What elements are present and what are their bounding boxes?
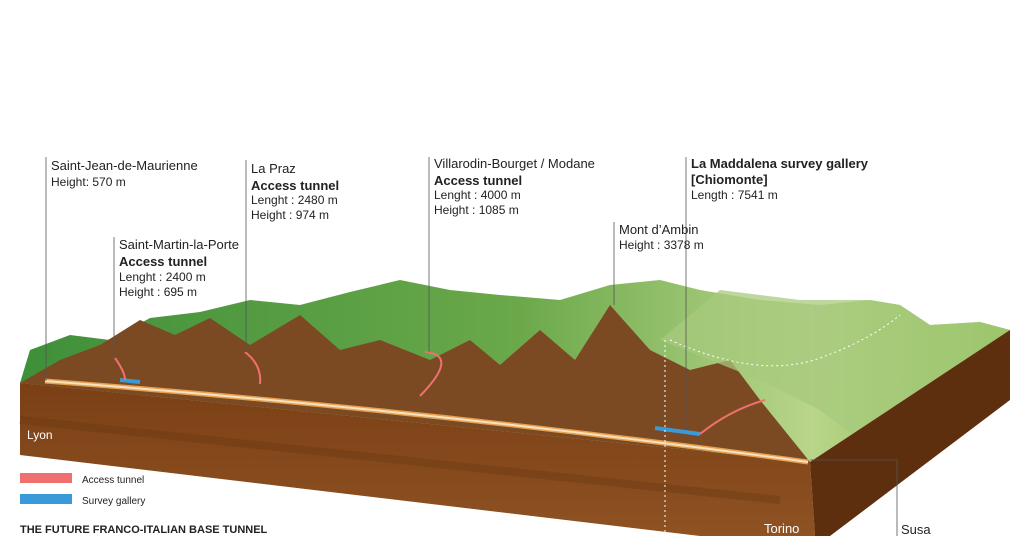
callout-place: Saint-Jean-de-Maurienne bbox=[51, 158, 198, 173]
callout-kind: Access tunnel bbox=[434, 173, 522, 188]
survey-segment bbox=[119, 378, 141, 384]
legend-label: Survey gallery bbox=[82, 496, 145, 507]
legend-swatch bbox=[20, 473, 72, 483]
callout-place: La Maddalena survey gallery bbox=[691, 156, 869, 171]
callout-detail: Height : 695 m bbox=[119, 285, 197, 299]
callout-place: Mont d’Ambin bbox=[619, 222, 698, 237]
end-label: Lyon bbox=[27, 428, 53, 442]
callout-detail: Height : 974 m bbox=[251, 208, 329, 222]
title: THE FUTURE FRANCO-ITALIAN BASE TUNNEL bbox=[20, 524, 268, 536]
callout-detail: Height: 570 m bbox=[51, 175, 126, 189]
callout-kind: [Chiomonte] bbox=[691, 172, 768, 187]
callout-place: La Praz bbox=[251, 161, 296, 176]
end-label: Susa bbox=[901, 522, 931, 536]
callout-kind: Access tunnel bbox=[251, 178, 339, 193]
callout-detail: Lenght : 2400 m bbox=[119, 270, 206, 284]
callout-detail: Length : 7541 m bbox=[691, 188, 778, 202]
callout-place: Villarodin-Bourget / Modane bbox=[434, 156, 595, 171]
leader-lines bbox=[45, 157, 898, 536]
callout-detail: Lenght : 4000 m bbox=[434, 188, 521, 202]
callout-detail: Height : 3378 m bbox=[619, 238, 704, 252]
legend-label: Access tunnel bbox=[82, 475, 144, 486]
callout-place: Saint-Martin-la-Porte bbox=[119, 237, 239, 252]
access-tunnel bbox=[419, 351, 443, 397]
callout-kind: Access tunnel bbox=[119, 254, 207, 269]
access-tunnel bbox=[244, 351, 262, 385]
survey-segment bbox=[654, 426, 701, 436]
legend-swatch bbox=[20, 494, 72, 504]
access-tunnel bbox=[114, 357, 126, 381]
callout-detail: Lenght : 2480 m bbox=[251, 193, 338, 207]
end-label: Torino bbox=[764, 521, 799, 536]
callout-detail: Height : 1085 m bbox=[434, 203, 519, 217]
base-tunnel-core bbox=[44, 380, 809, 463]
access-tunnel bbox=[699, 399, 766, 435]
terrain bbox=[19, 280, 1010, 536]
